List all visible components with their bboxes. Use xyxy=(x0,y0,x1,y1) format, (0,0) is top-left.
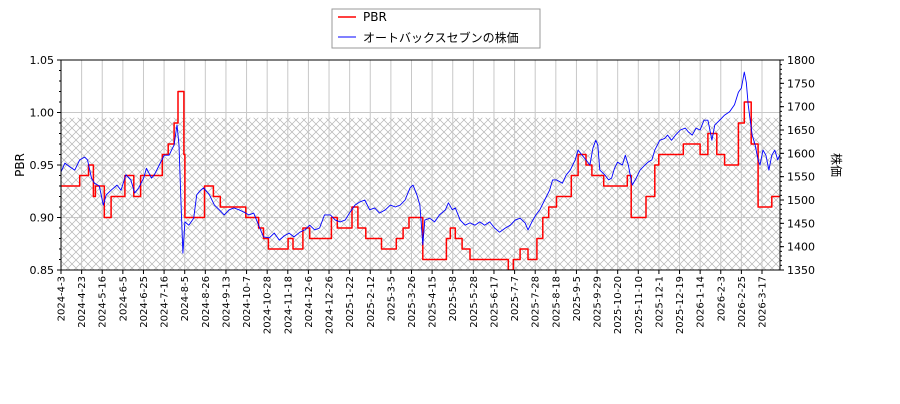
legend-label-pbr: PBR xyxy=(363,10,387,24)
x-tick-label: 2026-3-17 xyxy=(758,276,769,328)
x-tick-label: 2025-9-5 xyxy=(572,276,583,321)
y-tick-label-left: 0.95 xyxy=(30,159,55,172)
x-tick-label: 2024-4-3 xyxy=(57,276,68,321)
x-tick-label: 2025-5-8 xyxy=(448,276,459,321)
series-layer xyxy=(61,71,780,270)
y-tick-label-right: 1450 xyxy=(787,217,815,230)
x-tick-label: 2025-3-5 xyxy=(386,276,397,321)
x-tick-label: 2025-2-12 xyxy=(366,276,377,328)
x-tick-label: 2025-7-7 xyxy=(510,276,521,321)
x-tick-label: 2025-4-15 xyxy=(428,276,439,328)
x-tick-label: 2024-4-23 xyxy=(77,276,88,328)
x-tick-label: 2024-8-26 xyxy=(201,276,212,328)
x-tick-label: 2024-6-5 xyxy=(118,276,129,321)
x-tick-label: 2025-7-28 xyxy=(531,276,542,328)
y-tick-label-right: 1650 xyxy=(787,124,815,137)
y-axis-label-right: 株価 xyxy=(829,153,844,177)
stock-price-line xyxy=(61,71,780,254)
x-tick-label: 2024-10-28 xyxy=(263,276,274,334)
x-tick-label: 2026-1-14 xyxy=(696,276,707,328)
y-tick-label-left: 0.85 xyxy=(30,264,55,277)
axes: 2024-4-3 2024-4-23 2024-5-16 2024-6-5 2024-6… xyxy=(30,54,816,334)
x-tick-label: 2025-5-28 xyxy=(469,276,480,328)
x-tick-label: 2024-12-6 xyxy=(304,276,315,328)
y-tick-label-left: 1.00 xyxy=(30,107,55,120)
y-tick-label-right: 1800 xyxy=(787,54,815,67)
x-tick-label: 2025-9-29 xyxy=(593,276,604,328)
x-tick-label: 2024-7-16 xyxy=(160,276,171,328)
x-tick-label: 2024-6-25 xyxy=(139,276,150,328)
x-tick-label: 2024-8-5 xyxy=(180,276,191,321)
x-tick-label: 2024-9-13 xyxy=(221,276,232,328)
y-tick-label-right: 1600 xyxy=(787,147,815,160)
x-tick-label: 2026-2-3 xyxy=(716,276,727,321)
legend-box xyxy=(331,8,541,49)
y-tick-label-right: 1400 xyxy=(787,241,815,254)
y-tick-label-left: 0.90 xyxy=(30,212,55,225)
x-tick-label: 2024-5-16 xyxy=(98,276,109,328)
x-tick-label: 2026-2-25 xyxy=(737,276,748,328)
x-tick-label: 2025-12-1 xyxy=(654,276,665,328)
x-tick-label: 2024-12-26 xyxy=(325,276,336,334)
legend-label-stock-price: オートバックスセブンの株価 xyxy=(363,30,519,45)
x-tick-label: 2025-11-10 xyxy=(634,276,645,334)
pbr-line xyxy=(61,90,780,270)
y-tick-label-right: 1500 xyxy=(787,194,815,207)
y-tick-label-right: 1350 xyxy=(787,264,815,277)
x-tick-label: 2025-10-20 xyxy=(613,276,624,334)
grid xyxy=(60,59,780,271)
y-tick-label-right: 1700 xyxy=(787,101,815,114)
hatched-region xyxy=(61,117,780,270)
x-tick-label: 2024-10-7 xyxy=(242,276,253,328)
x-tick-label: 2025-3-26 xyxy=(407,276,418,328)
y-tick-label-left: 1.05 xyxy=(30,54,55,67)
x-tick-label: 2025-12-19 xyxy=(675,276,686,334)
legend: PBR オートバックスセブンの株価 xyxy=(331,8,541,49)
x-tick-label: 2025-8-18 xyxy=(551,276,562,328)
y-tick-label-right: 1750 xyxy=(787,77,815,90)
x-tick-label: 2025-1-22 xyxy=(345,276,356,328)
y-tick-label-right: 1550 xyxy=(787,171,815,184)
x-tick-label: 2024-11-18 xyxy=(283,276,294,334)
x-tick-label: 2025-6-17 xyxy=(489,276,500,328)
y-axis-label-left: PBR xyxy=(13,153,27,177)
